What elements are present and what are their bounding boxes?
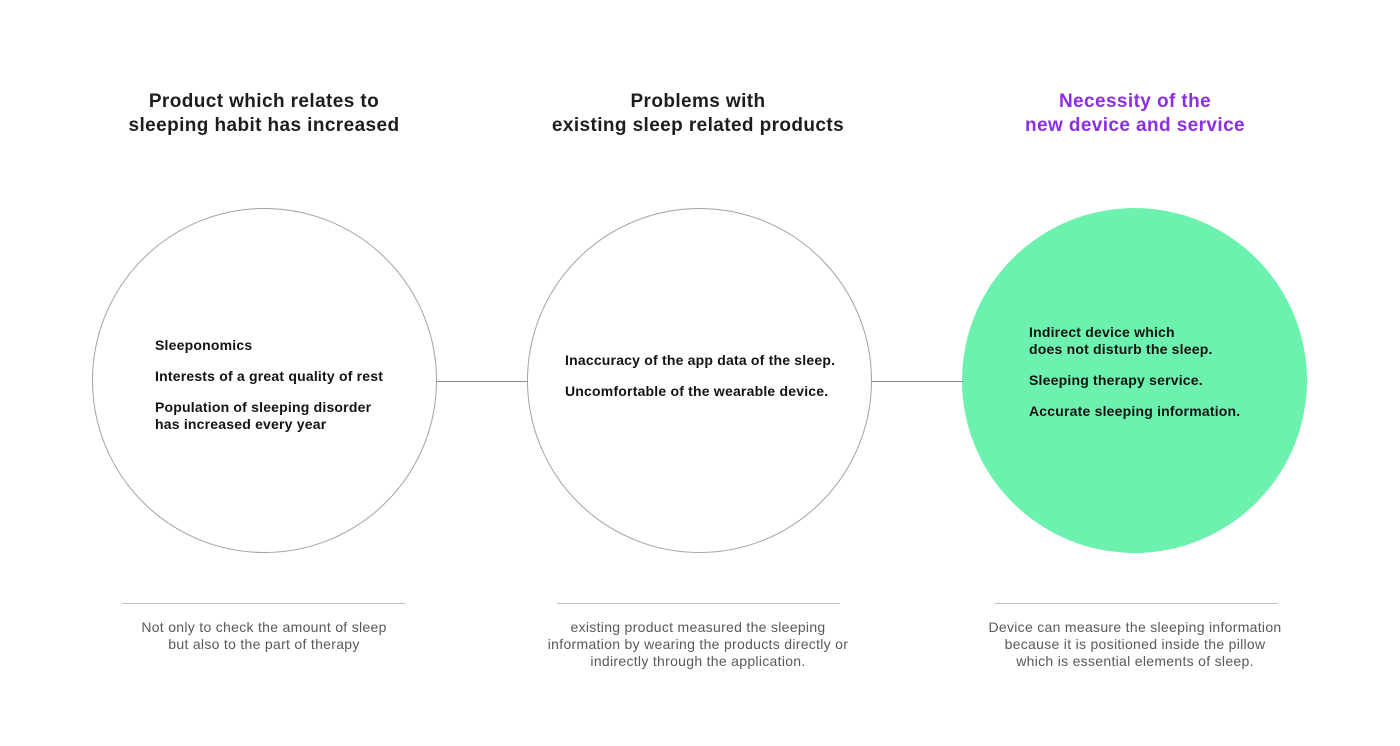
- caption-necessity: Device can measure the sleeping informat…: [988, 619, 1282, 669]
- circle-necessity: [962, 208, 1307, 553]
- list-item: Population of sleeping disorder has incr…: [155, 399, 372, 432]
- list-item: Sleeping therapy service.: [1029, 372, 1203, 388]
- connector-line-2: [872, 381, 963, 382]
- list-item: Inaccuracy of the app data of the sleep.: [565, 352, 836, 368]
- circle-necessity-items: Indirect device which does not disturb t…: [1029, 324, 1240, 434]
- list-item: Sleeponomics: [155, 337, 253, 353]
- heading-necessity: Necessity of the new device and service: [1024, 91, 1246, 136]
- circle-product-items: Sleeponomics Interests of a great qualit…: [155, 337, 383, 447]
- caption-product-increase: Not only to check the amount of sleep bu…: [141, 619, 387, 652]
- heading-product-increase: Product which relates to sleeping habit …: [128, 91, 400, 136]
- separator-line-1: [122, 603, 405, 604]
- connector-line-1: [437, 381, 527, 382]
- list-item: Accurate sleeping information.: [1029, 403, 1241, 419]
- list-item: Interests of a great quality of rest: [155, 368, 384, 384]
- circle-product-increase: [92, 208, 437, 553]
- list-item: Uncomfortable of the wearable device.: [565, 383, 829, 399]
- heading-existing-problems: Problems with existing sleep related pro…: [551, 91, 845, 136]
- separator-line-2: [557, 603, 840, 604]
- circle-problems-items: Inaccuracy of the app data of the sleep.…: [565, 352, 835, 414]
- separator-line-3: [995, 603, 1278, 604]
- circle-existing-problems: [527, 208, 872, 553]
- list-item: Indirect device which does not disturb t…: [1029, 324, 1213, 357]
- caption-existing-problems: existing product measured the sleeping i…: [547, 619, 849, 669]
